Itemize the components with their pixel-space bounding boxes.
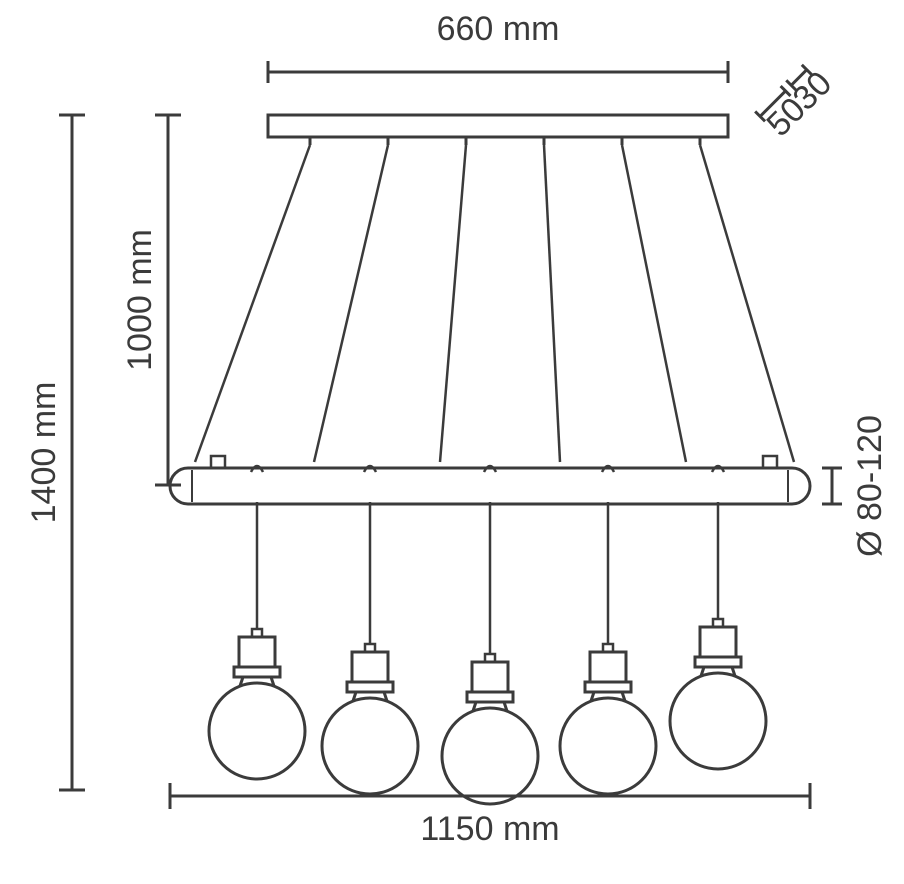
svg-text:Ø 80-120: Ø 80-120 [851, 415, 889, 557]
svg-text:1000 mm: 1000 mm [121, 229, 159, 371]
svg-text:660 mm: 660 mm [437, 10, 560, 48]
svg-text:1400 mm: 1400 mm [25, 382, 63, 524]
svg-text:1150 mm: 1150 mm [420, 810, 559, 848]
